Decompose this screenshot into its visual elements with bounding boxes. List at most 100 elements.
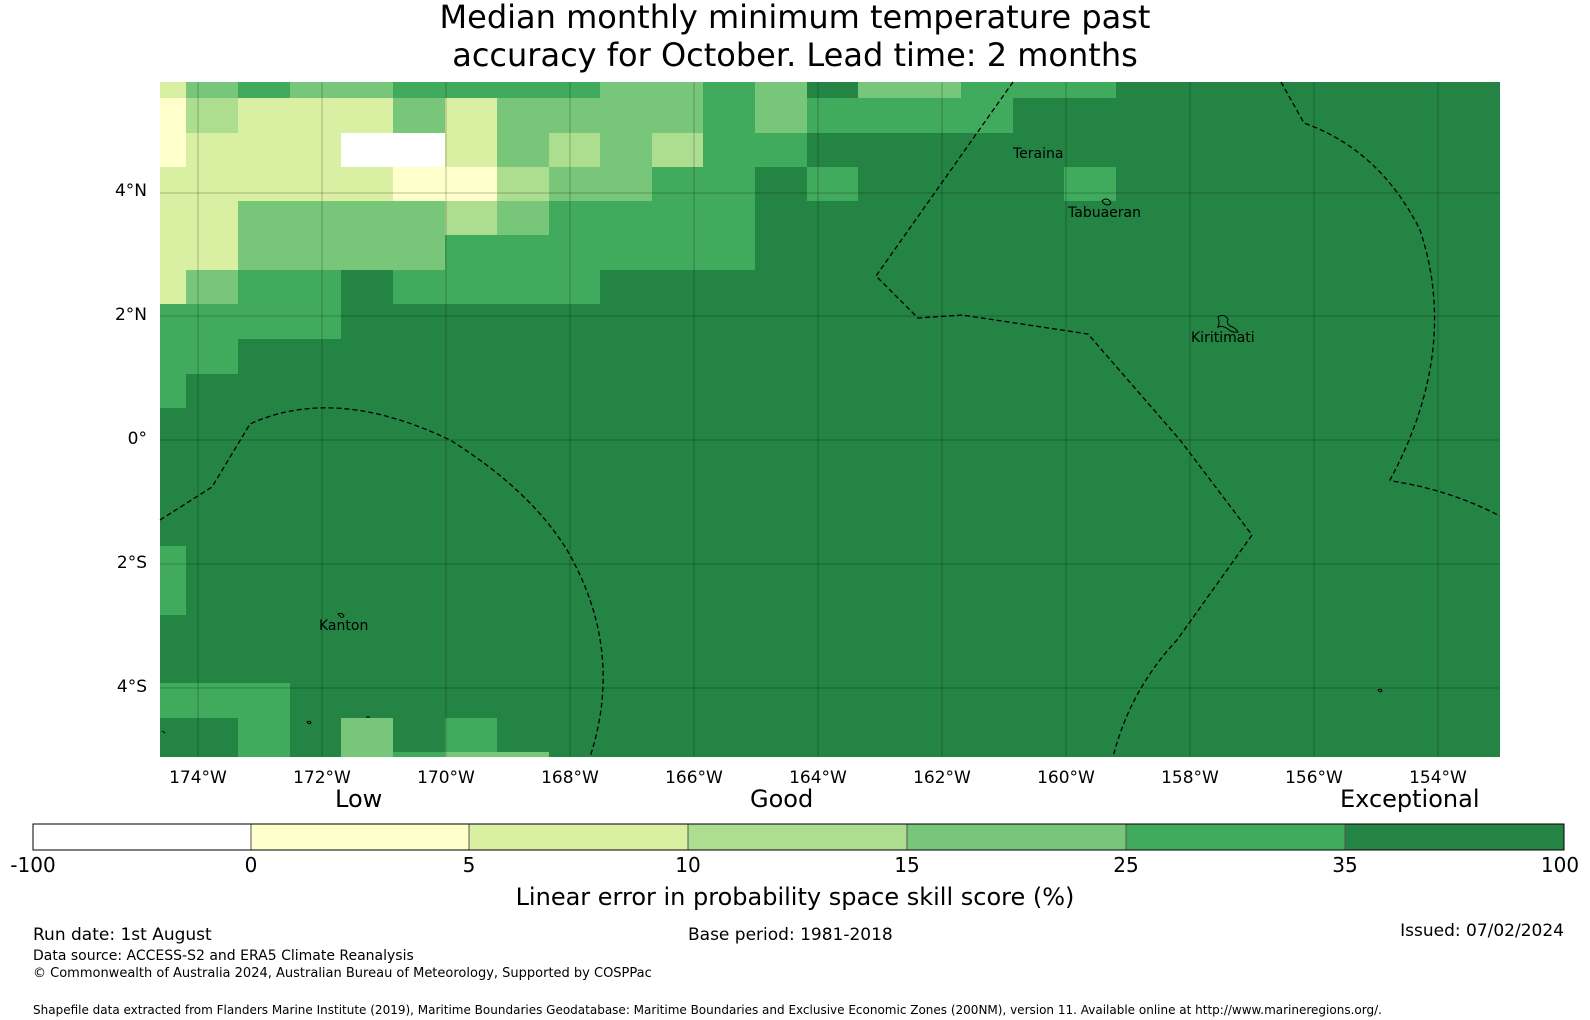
lon-label-154w: 154°W bbox=[1409, 768, 1467, 788]
skill-cell bbox=[160, 546, 186, 615]
lat-label-0: 0° bbox=[127, 429, 147, 449]
colorbar-tick: 35 bbox=[1332, 853, 1358, 877]
lon-label-166w: 166°W bbox=[665, 768, 723, 788]
lon-label-156w: 156°W bbox=[1285, 768, 1343, 788]
lon-label-174w: 174°W bbox=[169, 768, 227, 788]
skill-cell bbox=[703, 82, 755, 98]
lat-label-2s: 2°S bbox=[116, 553, 147, 573]
islands bbox=[161, 198, 1383, 734]
skill-cell bbox=[186, 82, 238, 98]
skill-cell bbox=[445, 752, 497, 757]
skill-cell bbox=[160, 339, 238, 374]
colorbar-tick: 15 bbox=[894, 853, 920, 877]
skill-cell bbox=[341, 133, 445, 167]
skill-cell bbox=[160, 683, 290, 718]
lon-label-158w: 158°W bbox=[1161, 768, 1219, 788]
skill-cell bbox=[160, 98, 186, 133]
skill-cell bbox=[600, 133, 652, 167]
skill-cell bbox=[652, 133, 703, 167]
run-date: Run date: 1st August bbox=[33, 925, 212, 945]
skill-cell bbox=[807, 167, 858, 201]
title-line-1: Median monthly minimum temperature past bbox=[439, 0, 1151, 36]
lon-label-160w: 160°W bbox=[1037, 768, 1095, 788]
place-label-kiritimati: Kiritimati bbox=[1191, 330, 1255, 346]
skill-cell bbox=[186, 133, 341, 167]
skill-cell bbox=[393, 167, 497, 201]
skill-cell bbox=[160, 304, 341, 339]
kanton-island bbox=[337, 612, 345, 618]
colorbar-tick: 100 bbox=[1540, 853, 1580, 877]
skill-cell bbox=[549, 201, 755, 235]
base-period: Base period: 1981-2018 bbox=[688, 925, 893, 945]
skill-cell bbox=[238, 235, 445, 270]
colorbar-tick: 10 bbox=[675, 853, 701, 877]
colorbar-segment bbox=[907, 824, 1126, 850]
skill-cell bbox=[703, 133, 807, 167]
place-label-kanton: Kanton bbox=[319, 618, 369, 634]
skill-cell bbox=[238, 201, 445, 235]
lat-label-4s: 4°S bbox=[116, 677, 147, 697]
skill-cell bbox=[600, 82, 703, 98]
skill-cell bbox=[186, 270, 238, 304]
skill-cell bbox=[160, 133, 186, 167]
skill-cell bbox=[238, 718, 290, 757]
eez-boundary-kanton bbox=[159, 407, 604, 758]
skill-cell bbox=[755, 82, 807, 98]
skill-cell bbox=[497, 167, 549, 201]
skill-cell bbox=[549, 167, 652, 201]
skill-cell bbox=[341, 718, 393, 757]
skill-cell bbox=[549, 133, 600, 167]
skill-cell bbox=[858, 82, 961, 98]
colorbar-label: Linear error in probability space skill … bbox=[515, 883, 1075, 911]
category-label-exceptional: Exceptional bbox=[1340, 785, 1480, 813]
lon-label-172w: 172°W bbox=[293, 768, 351, 788]
lat-label-4n: 4°N bbox=[114, 181, 147, 201]
shapefile-credit: Shapefile data extracted from Flanders M… bbox=[33, 1003, 1382, 1017]
skill-cell bbox=[393, 82, 600, 98]
skill-cell bbox=[961, 82, 1116, 98]
colorbar-tick: 0 bbox=[244, 853, 258, 877]
colorbar-segment bbox=[1126, 824, 1345, 850]
skill-cell bbox=[807, 98, 1013, 133]
data-source: Data source: ACCESS-S2 and ERA5 Climate … bbox=[33, 948, 414, 964]
tabuaeran-island bbox=[1101, 198, 1112, 206]
skill-cell bbox=[160, 82, 186, 98]
lon-label-162w: 162°W bbox=[913, 768, 971, 788]
skill-cell bbox=[445, 235, 755, 270]
skill-cell bbox=[393, 270, 600, 304]
skill-cell bbox=[445, 133, 497, 167]
skill-cell bbox=[160, 270, 186, 304]
skill-cell bbox=[445, 98, 497, 133]
skill-cell bbox=[238, 270, 341, 304]
eez-boundary-line-islands-west bbox=[875, 81, 1253, 758]
skill-cell bbox=[393, 98, 445, 133]
skill-cell bbox=[497, 201, 549, 235]
skill-cell bbox=[497, 98, 703, 133]
issued-date: Issued: 07/02/2024 bbox=[1400, 921, 1564, 941]
colorbar-tick: 25 bbox=[1113, 853, 1139, 877]
place-label-teraina: Teraina bbox=[1013, 146, 1064, 162]
skill-cell bbox=[238, 98, 393, 133]
kiritimati-island bbox=[1216, 314, 1239, 333]
islet-south bbox=[306, 720, 312, 725]
skill-cell bbox=[497, 133, 549, 167]
colorbar-frame bbox=[32, 823, 1565, 851]
skill-cell bbox=[393, 752, 445, 757]
colorbar-tick: -100 bbox=[10, 853, 56, 877]
eez-boundary-kiritimati-east bbox=[1280, 81, 1501, 517]
islet-west bbox=[161, 730, 166, 734]
lon-label-168w: 168°W bbox=[541, 768, 599, 788]
skill-cell bbox=[497, 752, 549, 757]
skill-cell bbox=[1064, 167, 1116, 201]
colorbar-segment bbox=[1345, 824, 1564, 850]
skill-cell bbox=[186, 98, 238, 133]
skill-cell bbox=[445, 718, 497, 757]
colorbar bbox=[32, 823, 1565, 851]
lon-label-170w: 170°W bbox=[417, 768, 475, 788]
copyright: © Commonwealth of Australia 2024, Austra… bbox=[33, 966, 652, 981]
skill-cell bbox=[160, 201, 238, 235]
islet-east bbox=[1377, 688, 1383, 693]
graticule bbox=[160, 82, 1500, 757]
skill-cell bbox=[160, 374, 186, 408]
